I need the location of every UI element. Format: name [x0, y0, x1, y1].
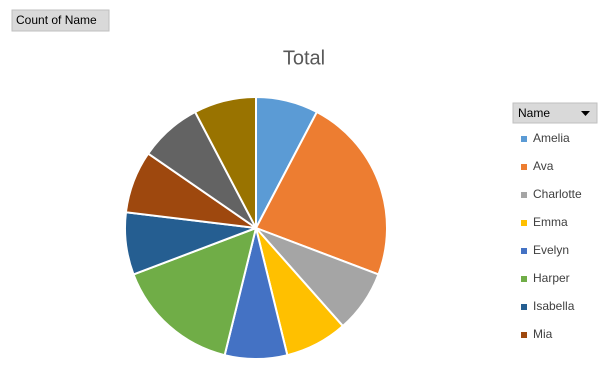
- field-button[interactable]: [11, 9, 110, 32]
- legend-filter-button[interactable]: [512, 102, 598, 124]
- legend-marker: [521, 248, 527, 254]
- legend-label: Isabella: [533, 299, 575, 313]
- legend-marker: [521, 332, 527, 338]
- pie-slice: [254, 110, 388, 276]
- legend-title: Name: [518, 106, 550, 120]
- legend-label: Harper: [533, 271, 570, 285]
- legend-marker: [521, 136, 527, 142]
- legend-label: Emma: [533, 215, 568, 229]
- pie-slice: [132, 226, 258, 357]
- legend-marker: [521, 164, 527, 170]
- legend-label: Charlotte: [533, 187, 582, 201]
- legend-label: Ava: [533, 159, 554, 173]
- dropdown-arrow[interactable]: [581, 111, 590, 116]
- chart-title: Total: [283, 47, 325, 69]
- legend-label: Amelia: [533, 131, 570, 145]
- legend-label: Mia: [533, 327, 553, 341]
- pie-slice: [193, 95, 257, 229]
- legend-marker: [521, 192, 527, 198]
- legend-marker: [521, 220, 527, 226]
- legend-label: Evelyn: [533, 243, 569, 257]
- field-button-label: Count of Name: [16, 13, 97, 27]
- legend-marker: [521, 276, 527, 282]
- legend-marker: [521, 304, 527, 310]
